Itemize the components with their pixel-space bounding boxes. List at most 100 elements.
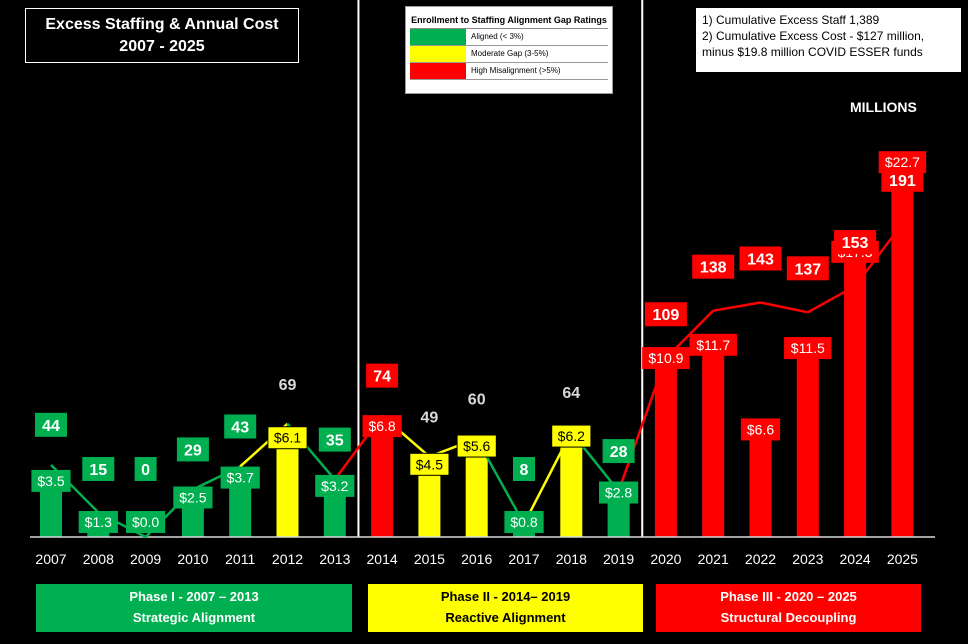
- cost-label: $2.8: [605, 485, 632, 501]
- cost-label: $3.2: [321, 478, 348, 494]
- staff-label: 153: [842, 235, 869, 252]
- cost-label-box: [740, 418, 781, 441]
- cost-label: $1.3: [85, 514, 112, 530]
- cost-label-box: [456, 434, 497, 458]
- legend-item-moderate: Moderate Gap (3-5%): [410, 46, 608, 63]
- staff-label-box: [602, 439, 635, 464]
- x-tick-label: 2011: [225, 551, 255, 567]
- chart-title: Excess Staffing & Annual Cost: [45, 16, 279, 33]
- staff-label-box: [366, 363, 399, 388]
- cost-label: $6.8: [368, 418, 395, 434]
- units-label: MILLIONS: [850, 99, 917, 115]
- staff-line-segment: [807, 284, 856, 314]
- cost-label-box: [126, 511, 166, 533]
- staff-label: 35: [326, 433, 344, 450]
- legend-label: High Misalignment (>5%): [471, 66, 561, 75]
- staff-label-box: [513, 457, 535, 481]
- x-tick-label: 2018: [556, 551, 587, 567]
- cost-label: $11.7: [696, 337, 730, 353]
- x-tick-label: 2024: [840, 551, 871, 567]
- cost-label: $6.2: [558, 428, 585, 444]
- staff-line-segment: [617, 357, 668, 492]
- phase-3-title: Phase III - 2020 – 2025: [720, 589, 857, 604]
- staff-label: 15: [89, 462, 107, 479]
- note-line: minus $19.8 million COVID ESSER funds: [702, 45, 923, 59]
- cost-bar-2018: [560, 434, 583, 537]
- staff-label: 143: [747, 251, 774, 268]
- x-tick-label: 2009: [130, 551, 161, 567]
- x-tick-label: 2010: [177, 551, 208, 567]
- staff-label-box: [224, 414, 257, 439]
- x-tick-label: 2022: [745, 551, 776, 567]
- staff-label: 28: [610, 444, 628, 461]
- cost-label: $6.6: [747, 421, 774, 437]
- x-tick-label: 2025: [887, 551, 918, 567]
- phase-1-subtitle: Strategic Alignment: [132, 610, 256, 625]
- cost-bar-2015: [418, 462, 441, 537]
- cost-label-box: [31, 469, 71, 492]
- phase-2-subtitle: Reactive Alignment: [445, 610, 566, 625]
- staff-label-box: [82, 457, 115, 481]
- cost-label-box: [551, 424, 592, 448]
- staff-label: 49: [421, 410, 439, 427]
- legend: Enrollment to Staffing Alignment Gap Rat…: [405, 6, 613, 94]
- legend-item-high: High Misalignment (>5%): [410, 63, 608, 80]
- cost-label: $11.5: [791, 340, 825, 356]
- staff-label-box: [176, 437, 209, 462]
- phase-3-banner: Phase III - 2020 – 2025 Structural Decou…: [656, 584, 921, 632]
- cost-label-box: [689, 333, 737, 356]
- cost-label: $3.5: [37, 473, 64, 489]
- x-tick-label: 2014: [367, 551, 398, 567]
- cost-label-box: [78, 511, 118, 533]
- cost-label-box: [315, 474, 355, 497]
- x-tick-label: 2021: [698, 551, 729, 567]
- legend-label: Moderate Gap (3-5%): [471, 49, 549, 58]
- x-tick-label: 2008: [83, 551, 114, 567]
- x-tick-label: 2015: [414, 551, 445, 567]
- cost-bar-2007: [40, 478, 62, 537]
- notes-box: 1) Cumulative Excess Staff 1,389 2) Cumu…: [696, 8, 961, 72]
- cost-bar-2024: [844, 249, 867, 537]
- staff-label-box: [881, 167, 924, 192]
- staff-label: 44: [42, 418, 60, 435]
- x-tick-label: 2019: [603, 551, 634, 567]
- staff-label: 138: [700, 260, 727, 277]
- cost-label-box: [878, 151, 927, 174]
- cost-label: $3.7: [227, 470, 254, 486]
- note-line: 1) Cumulative Excess Staff 1,389: [702, 13, 880, 27]
- staff-label: 137: [794, 261, 821, 278]
- cost-bar-2023: [796, 346, 819, 537]
- cost-label-box: [409, 452, 450, 476]
- x-tick-label: 2023: [792, 551, 823, 567]
- cost-label: $6.1: [274, 430, 301, 446]
- x-tick-label: 2017: [508, 551, 539, 567]
- chart-title-box: Excess Staffing & Annual Cost 2007 - 202…: [25, 8, 299, 63]
- staff-label: 69: [279, 377, 297, 394]
- x-tick-label: 2012: [272, 551, 303, 567]
- staff-label: 29: [184, 442, 202, 459]
- staff-label: 74: [373, 369, 391, 386]
- staff-label: 43: [231, 419, 249, 436]
- phase-2-title: Phase II - 2014– 2019: [440, 589, 571, 604]
- legend-title: Enrollment to Staffing Alignment Gap Rat…: [410, 11, 608, 29]
- cost-bar-2022: [749, 427, 772, 537]
- x-tick-label: 2020: [650, 551, 681, 567]
- staff-label-box: [786, 256, 829, 281]
- cost-bar-2020: [654, 356, 677, 537]
- staff-label-box: [134, 457, 157, 481]
- cost-bar-2014: [371, 424, 394, 537]
- cost-label-box: [504, 511, 544, 533]
- cost-bar-2021: [702, 342, 725, 537]
- cost-bar-2013: [323, 483, 346, 537]
- staff-label: 109: [653, 307, 680, 324]
- cost-label-box: [362, 415, 402, 438]
- legend-item-aligned: Aligned (< 3%): [410, 29, 608, 46]
- cost-label: $0.0: [132, 514, 159, 530]
- cost-label-box: [173, 486, 213, 509]
- legend-swatch-moderate: [410, 46, 466, 62]
- cost-label-box: [784, 337, 832, 360]
- x-tick-label: 2007: [35, 551, 66, 567]
- cost-label: $2.5: [179, 490, 206, 506]
- staff-label: 60: [468, 392, 486, 409]
